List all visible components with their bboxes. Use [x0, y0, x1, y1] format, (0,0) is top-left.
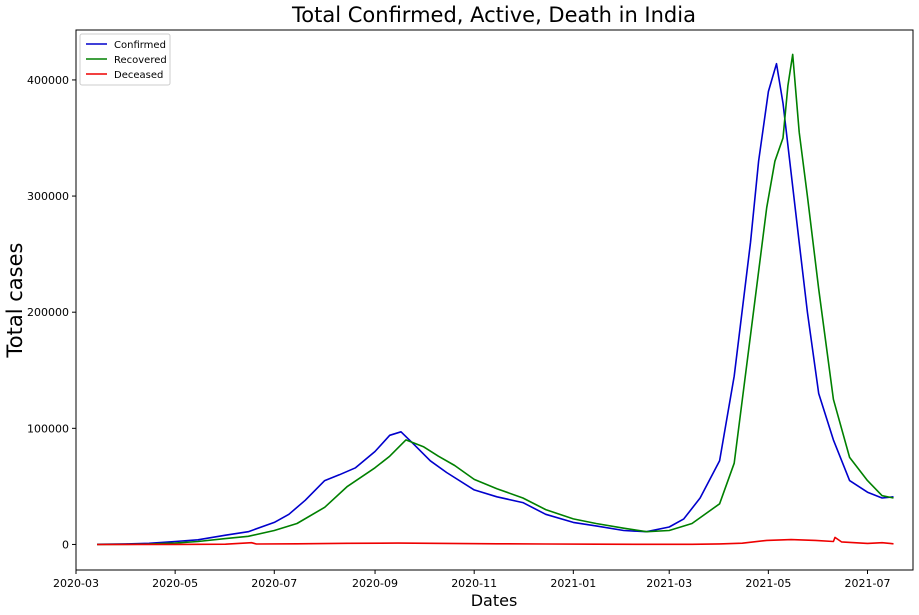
- series-layer: [97, 53, 894, 546]
- x-tick-label: 2021-03: [646, 577, 692, 590]
- y-axis: 0 100000 200000 300000 400000: [27, 74, 76, 551]
- x-tick-label: 2020-03: [53, 577, 99, 590]
- series-line-deceased: [97, 536, 894, 546]
- y-tick-label: 200000: [27, 306, 69, 319]
- x-tick-label: 2020-05: [152, 577, 198, 590]
- legend-box: [79, 33, 171, 86]
- y-tick-label: 400000: [27, 74, 69, 87]
- x-tick-label: 2021-07: [845, 577, 891, 590]
- x-tick-label: 2020-11: [451, 577, 497, 590]
- x-tick-label: 2020-09: [352, 577, 398, 590]
- plot-area: [75, 29, 914, 571]
- legend-label: Recovered: [114, 55, 167, 66]
- plot-frame: [75, 29, 914, 571]
- x-axis-label: Dates: [471, 591, 518, 610]
- y-tick-label: 100000: [27, 422, 69, 435]
- legend-label: Deceased: [114, 70, 163, 81]
- series-line-recovered: [97, 53, 894, 546]
- chart-title: Total Confirmed, Active, Death in India: [291, 3, 696, 27]
- x-tick-label: 2020-07: [251, 577, 297, 590]
- legend: Confirmed Recovered Deceased: [79, 33, 171, 86]
- x-axis: 2020-03 2020-05 2020-07 2020-09 2020-11 2021-…: [53, 570, 890, 590]
- x-tick-label: 2021-01: [550, 577, 596, 590]
- y-tick-label: 0: [62, 538, 69, 551]
- legend-label: Confirmed: [114, 40, 166, 51]
- y-axis-label: Total cases: [3, 243, 27, 359]
- y-tick-label: 300000: [27, 190, 69, 203]
- x-tick-label: 2021-05: [745, 577, 791, 590]
- series-line-confirmed: [97, 62, 894, 546]
